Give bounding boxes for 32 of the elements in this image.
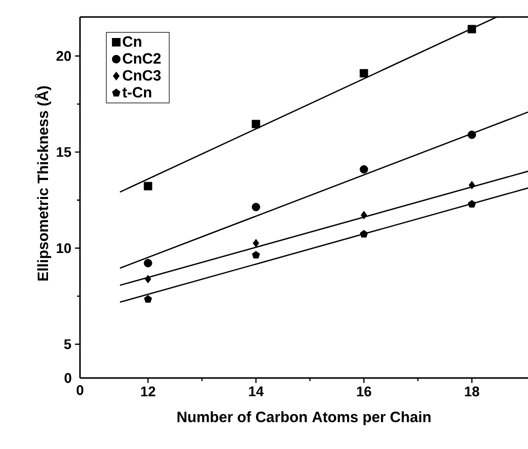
legend-label: CnC3 <box>122 70 161 81</box>
point <box>252 120 260 128</box>
point <box>144 274 152 284</box>
x-tick-label: 16 <box>357 386 372 396</box>
point <box>144 258 152 268</box>
point <box>468 180 476 190</box>
y-axis-title: Ellipsometric Thickness (Å) <box>34 86 52 280</box>
point <box>252 250 260 258</box>
y-tick-label: 15 <box>56 147 72 157</box>
point <box>468 200 476 208</box>
x-tick-label: 14 <box>249 386 264 396</box>
text: 0 <box>64 373 72 383</box>
y-tick-label: 10 <box>56 243 71 254</box>
point <box>360 165 368 174</box>
point <box>360 210 368 220</box>
y-tick-label: 20 <box>56 51 71 61</box>
x-tick-label: 18 <box>464 386 480 396</box>
point <box>252 202 260 212</box>
point <box>252 238 260 248</box>
legend-label: t-Cn <box>122 86 152 98</box>
point <box>468 24 476 34</box>
point <box>468 130 476 139</box>
legend-label: Cn <box>122 36 142 47</box>
point <box>360 69 368 78</box>
point <box>360 230 368 238</box>
y-tick-label: 5 <box>64 339 72 350</box>
text: 0 <box>76 385 84 396</box>
point <box>144 182 152 190</box>
x-tick-label: 12 <box>141 386 156 396</box>
point <box>144 295 152 303</box>
x-axis-title: Number of Carbon Atoms per Chain <box>178 411 431 426</box>
legend-label: CnC2 <box>122 53 161 64</box>
